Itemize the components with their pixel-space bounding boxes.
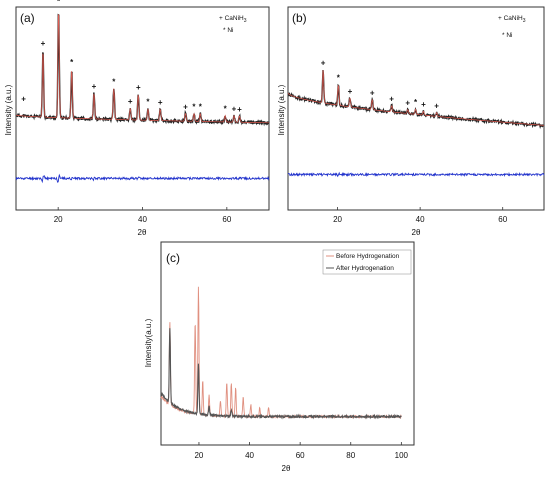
panel-a-label: (a) [20, 11, 35, 25]
panel-c-frame [160, 241, 415, 446]
a-peak-marker-6: + [136, 83, 141, 92]
panel-b-legend-symbol-1: + [498, 15, 502, 22]
panel-b: (b) + CaNiH3 * Ni Intensity (a.u.) 2θ +*… [277, 6, 545, 237]
panel-b-frame [287, 6, 545, 211]
panel-c-x-ticks: 20 40 60 80 100 [194, 442, 409, 460]
a-peak-marker-7: * [146, 98, 150, 107]
a-peak-marker-5: + [128, 97, 133, 106]
panel-a-plot [15, 13, 270, 184]
panel-b-peak-markers: +*+ ++ + * + + [321, 58, 440, 110]
b-peak-marker-5: + [405, 99, 410, 108]
panel-b-x-ticks: 20 40 60 [333, 207, 508, 224]
a-peak-marker-8: + [158, 98, 163, 107]
panel-a-legend: + CaNiH3 * Ni [219, 15, 247, 34]
panel-a-legend-entry-2: * Ni [223, 27, 233, 34]
a-peak-marker-14: + [237, 105, 242, 114]
panel-a-legend-entry-1: + CaNiH3 [219, 15, 247, 24]
a-peak-marker-3: + [92, 82, 97, 91]
panel-b-legend: + CaNiH3 * Ni [498, 15, 526, 39]
panel-a-legend-symbol-2: * [223, 27, 226, 34]
panel-a-legend-symbol-1: + [219, 15, 223, 22]
b-peak-marker-7: + [421, 100, 426, 109]
a-peak-marker-15: + [21, 95, 26, 104]
panel-a-legend-text-2: Ni [227, 27, 233, 34]
a-residual-line [15, 173, 270, 184]
a-peak-marker-12: * [224, 105, 228, 114]
panel-a-xlabel: 2θ [138, 228, 147, 237]
a-peak-marker-13: + [232, 105, 237, 114]
panel-a-peak-markers: +**+*++* + + * * * + ++ [21, 0, 242, 114]
b-x-tick-label-0: 20 [333, 215, 342, 224]
panel-a-x-ticks: 20 40 60 [54, 207, 232, 224]
b-peak-marker-6: * [414, 98, 418, 107]
a-x-tick-label-0: 20 [54, 215, 63, 224]
panel-b-label: (b) [292, 11, 307, 25]
c-x-tick-label-0: 20 [194, 451, 203, 460]
panel-c-legend-text-1: Before Hydrogenation [336, 253, 400, 260]
b-peak-marker-1: * [337, 74, 341, 83]
panel-b-legend-entry-2: * Ni [502, 32, 512, 39]
panel-b-plot [287, 69, 545, 178]
a-peak-marker-11: * [199, 103, 203, 112]
b-x-tick-label-1: 40 [416, 215, 425, 224]
panel-b-legend-text-1: CaNiH [504, 15, 523, 22]
a-x-tick-label-1: 40 [138, 215, 147, 224]
panel-c-plot [160, 286, 402, 420]
c-x-tick-label-2: 60 [296, 451, 305, 460]
b-peak-marker-8: + [434, 102, 439, 111]
panel-b-legend-entry-1: + CaNiH3 [498, 15, 526, 24]
a-peak-marker-10: * [192, 103, 196, 112]
panel-c-legend-text-2: After Hydrogenation [336, 265, 394, 272]
panel-c-label: (c) [166, 251, 180, 265]
panel-b-legend-symbol-2: * [502, 32, 505, 39]
a-peak-marker-9: + [183, 102, 188, 111]
panel-b-legend-sub-1: 3 [523, 18, 526, 24]
b-x-tick-label-2: 60 [498, 215, 507, 224]
panel-c-legend-box [322, 249, 412, 275]
c-x-tick-label-3: 80 [346, 451, 355, 460]
panel-a-legend-sub-1: 3 [244, 18, 247, 24]
panel-b-xlabel: 2θ [412, 228, 421, 237]
panel-b-legend-text-2: Ni [506, 32, 512, 39]
panel-c: (c) Before Hydrogenation After Hydrogena… [144, 241, 415, 473]
panel-c-ylabel: Intensity(a.u.) [144, 318, 153, 367]
b-peak-marker-4: + [389, 94, 394, 103]
a-peak-marker-0: + [41, 39, 46, 48]
panel-a-ylabel: Intensity (a.u.) [4, 84, 13, 135]
panel-c-xlabel: 2θ [282, 464, 291, 473]
b-peak-marker-3: + [370, 88, 375, 97]
c-x-tick-label-1: 40 [245, 451, 254, 460]
panel-c-legend: Before Hydrogenation After Hydrogenation [322, 249, 412, 275]
panel-b-ylabel: Intensity (a.u.) [277, 84, 286, 135]
panel-a-legend-text-1: CaNiH [225, 15, 244, 22]
a-peak-marker-1: * [57, 0, 61, 6]
a-calculated-line [15, 14, 269, 124]
a-peak-marker-4: * [112, 77, 116, 86]
b-peak-marker-0: + [321, 58, 326, 67]
panel-a: (a) + CaNiH3 * Ni Intensity (a.u.) 2θ +*… [4, 0, 270, 237]
a-peak-marker-2: * [70, 58, 74, 67]
c-x-tick-label-4: 100 [395, 451, 409, 460]
panel-c-series-2-line [160, 328, 402, 420]
b-calculated-line [287, 70, 545, 126]
b-peak-marker-2: + [348, 87, 353, 96]
b-residual-line [287, 171, 545, 178]
a-x-tick-label-2: 60 [222, 215, 231, 224]
